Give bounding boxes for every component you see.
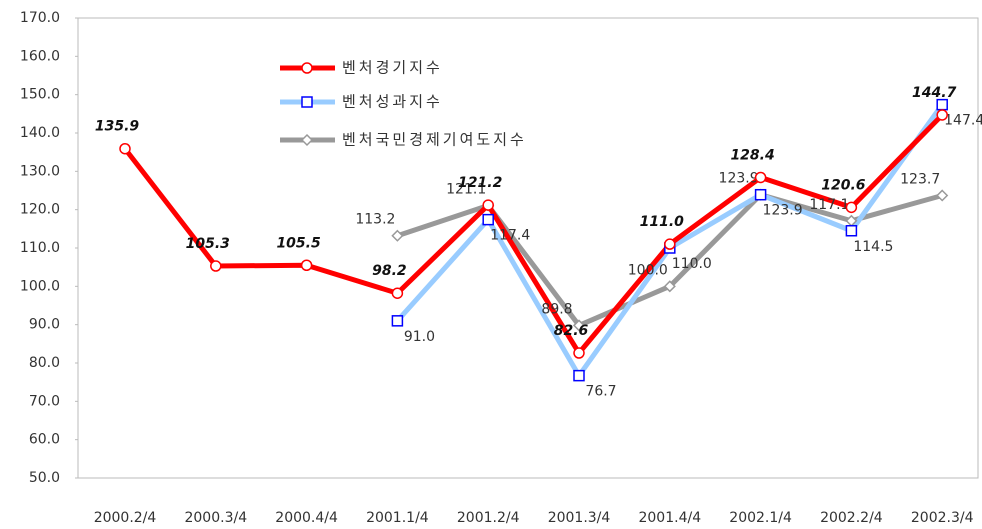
data-label: 128.4 [730,147,774,163]
data-label: 144.7 [912,85,957,101]
data-label: 82.6 [554,323,589,339]
x-tick-label: 2000.4/4 [275,510,338,526]
legend-label: 벤처성과지수 [342,93,443,111]
data-label: 105.5 [276,235,321,251]
data-label: 123.9 [719,171,759,187]
legend-marker [301,62,313,74]
x-tick-label: 2002.3/4 [911,510,974,526]
data-label: 117.1 [809,197,849,213]
point [573,347,585,359]
y-tick-label: 50.0 [29,470,60,486]
data-label: 135.9 [95,119,140,135]
point [210,260,222,272]
point [300,259,313,271]
point [572,319,586,332]
data-label: 110.0 [672,256,712,272]
series-line [123,113,944,356]
data-label: 121.2 [458,175,502,191]
y-tick-label: 130.0 [20,163,60,179]
y-tick-label: 120.0 [20,202,60,218]
data-label: 123.9 [763,203,803,219]
x-tick-label: 2001.2/4 [457,510,520,526]
point [754,188,767,201]
x-tick-label: 2002.1/4 [729,510,792,526]
point [391,229,404,242]
x-tick-label: 2000.2/4 [94,510,157,526]
y-tick-label: 170.0 [20,10,60,26]
y-tick-label: 100.0 [20,278,60,294]
point [845,225,858,237]
point [391,315,404,327]
data-label: 123.7 [900,171,940,187]
data-label: 89.8 [541,301,572,317]
point [482,199,494,211]
y-tick-label: 70.0 [29,393,60,409]
y-tick-label: 160.0 [20,48,60,64]
data-label: 147.4 [944,113,982,129]
x-tick-label: 2001.4/4 [638,510,701,526]
x-tick-label: 2002.2/4 [820,510,883,526]
data-label: 120.6 [821,177,866,193]
legend-label: 벤처국민경제기여도지수 [342,131,527,149]
data-label: 111.0 [640,214,685,230]
data-label: 98.2 [372,263,407,279]
data-label: 76.7 [585,384,616,400]
legend-marker [300,133,314,147]
point [119,142,131,155]
x-tick-label: 2001.1/4 [366,510,429,526]
point [754,171,767,184]
point [936,98,948,111]
point [663,280,676,293]
point [391,287,404,299]
legend-label: 벤처경기지수 [342,59,443,77]
point [573,369,585,382]
point [936,189,949,202]
y-tick-label: 150.0 [20,87,60,103]
data-label: 117.4 [490,228,530,244]
y-tick-label: 140.0 [20,125,60,141]
data-label: 100.0 [628,262,668,278]
data-label: 91.0 [404,329,435,345]
data-label: 105.3 [186,236,230,252]
point [936,109,948,121]
y-tick-label: 90.0 [29,317,60,333]
point [664,238,676,250]
y-tick-label: 80.0 [29,355,60,371]
y-tick-label: 60.0 [29,432,60,448]
data-label: 113.2 [355,212,395,228]
data-label: 114.5 [853,239,893,255]
x-tick-label: 2000.3/4 [184,510,247,526]
point [482,213,494,226]
y-tick-label: 110.0 [20,240,60,256]
data-label: 121.1 [446,181,486,197]
legend-marker [301,96,313,108]
point [845,201,858,214]
x-tick-label: 2001.3/4 [548,510,611,526]
